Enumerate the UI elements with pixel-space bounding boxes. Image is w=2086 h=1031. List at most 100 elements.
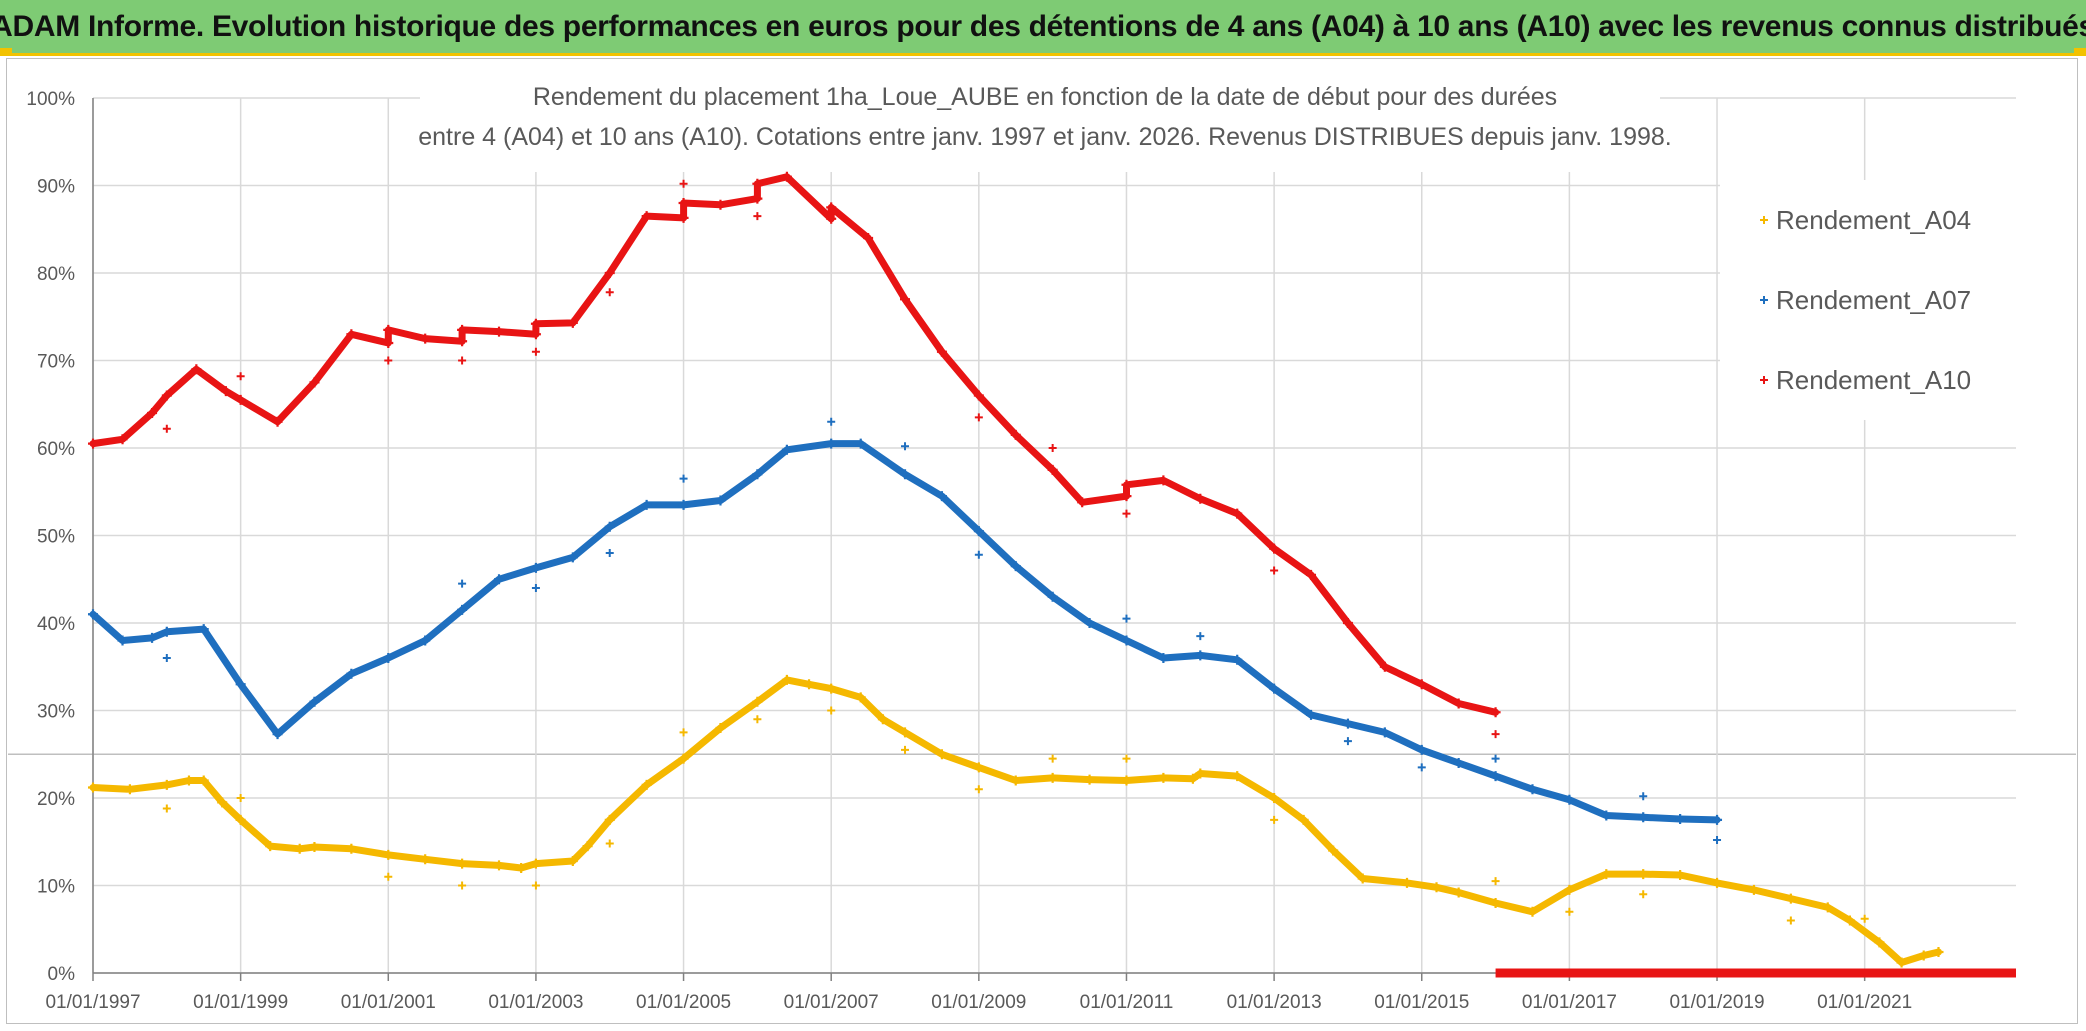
rendement-a10-outlier-point bbox=[679, 179, 688, 188]
rendement-a07-outlier-point bbox=[458, 579, 467, 588]
rendement-a04-point bbox=[88, 782, 98, 793]
rendement-a07-outlier-point bbox=[1491, 754, 1500, 763]
rendement-a04-point bbox=[1490, 898, 1501, 908]
rendement-a10-point bbox=[1453, 698, 1464, 709]
rendement-a04-legend-label: Rendement_A04 bbox=[1776, 205, 1971, 235]
rendement-a10-point bbox=[826, 213, 837, 224]
rendement-a04-point bbox=[1785, 893, 1796, 904]
rendement-a04-point bbox=[567, 856, 578, 866]
rendement-a04-point bbox=[1918, 950, 1929, 961]
rendement-a10-outlier-point bbox=[605, 288, 614, 297]
rendement-a04-point bbox=[1328, 845, 1339, 856]
rendement-a04-outlier-point bbox=[1491, 877, 1500, 886]
rendement-a10-point bbox=[936, 346, 947, 357]
rendement-a04-outlier-point bbox=[236, 794, 245, 802]
rendement-a07-point bbox=[235, 679, 246, 690]
rendement-a10-outlier-point bbox=[531, 347, 540, 356]
rendement-a07-point bbox=[147, 632, 158, 643]
rendement-a04-point bbox=[235, 814, 246, 825]
x-axis: 01/01/1997 01/01/1999 01/01/2001 01/01/2003… bbox=[45, 972, 2016, 1013]
banner-accent-left bbox=[0, 48, 12, 56]
legend-background bbox=[1720, 180, 2020, 420]
rendement-a10-outlier-point bbox=[458, 356, 467, 365]
rendement-a04-legend-marker bbox=[1760, 216, 1768, 224]
report-title: ADAM Informe. Evolution historique des p… bbox=[0, 9, 2086, 43]
rendement-a07-outlier-point bbox=[605, 549, 614, 557]
rendement-a07-point bbox=[855, 438, 866, 449]
rendement-a04-point bbox=[1748, 884, 1759, 895]
rendement-a04-series bbox=[88, 674, 1944, 968]
rendement-a04-point bbox=[678, 753, 689, 764]
rendement-a04-point bbox=[1298, 814, 1309, 825]
rendement-a07-point bbox=[1453, 758, 1464, 768]
rendement-a07-point bbox=[383, 653, 394, 663]
rendement-a07-point bbox=[457, 604, 468, 615]
rendement-a07-point bbox=[1342, 718, 1353, 729]
rendement-a04-point bbox=[494, 860, 505, 871]
rendement-a04-point bbox=[1084, 774, 1095, 785]
rendement-a10-point bbox=[191, 364, 202, 375]
rendement-a04-point bbox=[1874, 937, 1885, 948]
rendement-a10-point bbox=[1010, 429, 1021, 440]
y-tick-label: 40% bbox=[37, 614, 75, 635]
rendement-a04-outlier-point bbox=[1639, 890, 1648, 899]
rendement-a07-point bbox=[494, 574, 505, 585]
rendement-a04-point bbox=[855, 692, 866, 703]
rendement-a07-point bbox=[1638, 812, 1649, 823]
rendement-a04-point bbox=[124, 784, 135, 795]
rendement-a07-point bbox=[1712, 814, 1723, 825]
rendement-a10-point bbox=[420, 333, 431, 344]
rendement-a07-point bbox=[309, 696, 320, 707]
rendement-a10-point bbox=[88, 438, 98, 449]
rendement-a07-legend-label: Rendement_A07 bbox=[1776, 285, 1971, 315]
banner-accent-right bbox=[2074, 48, 2086, 56]
rendement-a10-point bbox=[117, 434, 128, 445]
rendement-a04-point bbox=[217, 797, 228, 808]
rendement-a07-point bbox=[973, 526, 984, 537]
rendement-a10-point bbox=[1490, 707, 1501, 718]
x-tick-label: 01/01/2019 bbox=[1669, 992, 1764, 1013]
rendement-a04-trace bbox=[89, 676, 1942, 966]
rendement-a10-point bbox=[161, 390, 172, 401]
rendement-a07-point bbox=[1047, 591, 1058, 602]
rendement-a04-point bbox=[294, 843, 305, 854]
rendement-a07-point bbox=[1527, 784, 1538, 795]
rendement-a04-point bbox=[1269, 793, 1280, 803]
rendement-a04-point bbox=[1527, 906, 1538, 917]
rendement-a07-outlier-point bbox=[1343, 737, 1352, 746]
rendement-a04-point bbox=[1431, 882, 1442, 893]
rendement-a07-outlier-point bbox=[531, 584, 540, 592]
rendement-a10-point bbox=[147, 408, 158, 418]
rendement-a04-point bbox=[383, 849, 394, 860]
rendement-a10-point bbox=[1077, 497, 1088, 508]
rendement-a07-outlier-point bbox=[1713, 836, 1722, 844]
rendement-a07-point bbox=[715, 495, 726, 506]
rendement-a10-point bbox=[973, 390, 984, 401]
rendement-a10-point bbox=[457, 324, 468, 335]
rendement-a04-outlier-point bbox=[974, 785, 983, 794]
rendement-a07-trace bbox=[89, 440, 1721, 824]
rendement-a04-outlier-point bbox=[384, 872, 393, 881]
rendement-a10-outlier-point bbox=[974, 413, 983, 422]
rendement-a10-point bbox=[235, 394, 246, 405]
y-tick-label: 20% bbox=[37, 789, 75, 810]
rendement-a07-series bbox=[88, 417, 1723, 844]
rendement-a10-point bbox=[346, 329, 357, 340]
rendement-a07-point bbox=[1232, 654, 1243, 665]
rendement-a04-outlier-point bbox=[1048, 754, 1057, 763]
rendement-a07-point bbox=[678, 499, 689, 510]
rendement-a10-trace bbox=[89, 173, 1500, 716]
rendement-a07-point bbox=[641, 499, 652, 510]
rendement-a10-outlier-point bbox=[1270, 566, 1279, 575]
rendement-a07-point bbox=[1490, 771, 1501, 782]
y-tick-label: 80% bbox=[37, 264, 75, 285]
rendement-a04-point bbox=[936, 749, 947, 760]
rendement-a10-outlier-point bbox=[1491, 730, 1500, 739]
rendement-a04-point bbox=[1357, 873, 1368, 884]
y-tick-label: 30% bbox=[37, 702, 75, 723]
rendement-a10-point bbox=[530, 329, 541, 340]
rendement-a10-point bbox=[826, 202, 837, 213]
rendement-a07-point bbox=[1084, 618, 1095, 628]
rendement-a04-point bbox=[900, 727, 911, 738]
rendement-a10-point bbox=[1379, 661, 1390, 672]
